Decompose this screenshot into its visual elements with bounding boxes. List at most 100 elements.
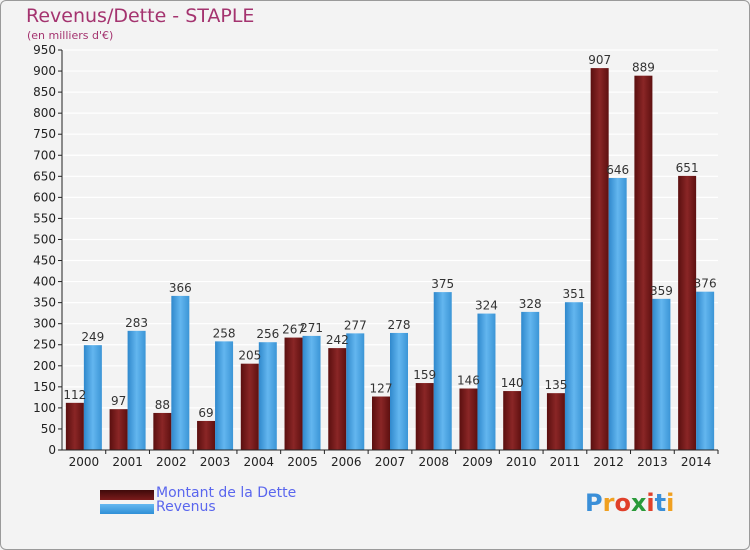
data-label-revenue: 278 <box>388 318 411 332</box>
bar-debt <box>546 393 565 450</box>
data-label-debt: 97 <box>111 394 126 408</box>
data-label-revenue: 376 <box>694 277 717 291</box>
data-label-debt: 242 <box>326 333 349 347</box>
x-tick-label: 2009 <box>462 455 493 469</box>
x-tick-label: 2010 <box>506 455 537 469</box>
bar-revenue <box>608 178 627 450</box>
bar-revenue <box>390 332 408 450</box>
y-tick-label: 400 <box>33 275 56 289</box>
data-label-debt: 159 <box>413 368 436 382</box>
y-tick-label: 650 <box>33 169 56 183</box>
bar-revenue <box>302 335 321 450</box>
data-label-debt: 69 <box>198 406 213 420</box>
y-tick-label: 750 <box>33 127 56 141</box>
data-label-debt: 146 <box>457 374 480 388</box>
bar-debt <box>284 337 303 450</box>
data-label-debt: 140 <box>501 376 524 390</box>
data-label-revenue: 324 <box>475 299 498 313</box>
x-tick-label: 2005 <box>287 455 318 469</box>
y-tick-label: 150 <box>33 380 56 394</box>
data-label-revenue: 646 <box>606 163 629 177</box>
legend-label-debt: Montant de la Dette <box>156 485 297 501</box>
data-label-revenue: 359 <box>650 284 673 298</box>
data-label-debt: 889 <box>632 61 655 75</box>
bar-revenue <box>652 298 671 450</box>
bar-debt <box>634 75 653 451</box>
bar-debt <box>65 402 84 450</box>
x-tick-label: 2003 <box>200 455 231 469</box>
bar-debt <box>197 420 216 450</box>
legend-swatch-debt <box>100 490 154 500</box>
chart-subtitle: (en milliers d'€) <box>27 29 114 42</box>
x-tick-label: 2008 <box>418 455 449 469</box>
bar-revenue <box>521 311 540 450</box>
logo-letter: P <box>585 489 603 517</box>
y-tick-label: 700 <box>33 148 56 162</box>
bar-debt <box>109 409 128 450</box>
x-tick-label: 2014 <box>681 455 712 469</box>
data-label-debt: 651 <box>676 161 699 175</box>
data-label-debt: 88 <box>155 398 170 412</box>
data-label-debt: 135 <box>544 378 567 392</box>
data-label-revenue: 283 <box>125 316 148 330</box>
x-tick-label: 2013 <box>637 455 668 469</box>
data-label-revenue: 366 <box>169 281 192 295</box>
x-tick-label: 2006 <box>331 455 362 469</box>
proxiti-logo: Proxiti <box>585 489 674 517</box>
bar-revenue <box>696 291 715 450</box>
chart-title: Revenus/Dette - STAPLE <box>26 5 255 27</box>
y-tick-label: 300 <box>33 317 56 331</box>
logo-letter: o <box>614 489 631 517</box>
y-tick-label: 50 <box>41 422 56 436</box>
bar-debt <box>153 412 172 450</box>
bar-debt <box>415 383 434 450</box>
y-tick-label: 800 <box>33 106 56 120</box>
y-tick-label: 350 <box>33 296 56 310</box>
bar-debt <box>372 396 390 450</box>
x-tick-label: 2007 <box>375 455 406 469</box>
data-label-revenue: 256 <box>256 327 279 341</box>
logo-letter: t <box>654 489 667 517</box>
x-tick-label: 2002 <box>156 455 187 469</box>
y-tick-label: 550 <box>33 211 56 225</box>
x-tick-label: 2000 <box>69 455 100 469</box>
bar-debt <box>503 391 522 450</box>
bar-revenue <box>171 295 190 450</box>
y-tick-label: 600 <box>33 190 56 204</box>
bar-debt <box>590 68 609 451</box>
x-tick-label: 2001 <box>112 455 143 469</box>
bar-revenue <box>83 345 102 450</box>
bar-revenue <box>346 333 365 450</box>
bar-debt <box>678 175 697 451</box>
x-tick-label: 2012 <box>593 455 624 469</box>
bar-revenue <box>564 302 583 450</box>
data-label-revenue: 277 <box>344 318 367 332</box>
bar-revenue <box>477 313 496 450</box>
bar-revenue <box>258 342 277 450</box>
y-tick-label: 850 <box>33 85 56 99</box>
data-label-revenue: 271 <box>300 321 323 335</box>
data-label-debt: 127 <box>370 382 393 396</box>
x-tick-label: 2004 <box>244 455 275 469</box>
data-label-revenue: 375 <box>431 277 454 291</box>
bar-revenue <box>127 330 146 450</box>
logo-letter: x <box>630 489 647 517</box>
bar-debt <box>459 388 478 450</box>
y-tick-label: 900 <box>33 64 56 78</box>
data-label-revenue: 351 <box>562 287 585 301</box>
data-label-revenue: 258 <box>213 326 236 340</box>
data-label-revenue: 328 <box>519 297 542 311</box>
bar-debt <box>240 363 259 450</box>
y-tick-label: 250 <box>33 338 56 352</box>
y-tick-label: 200 <box>33 359 56 373</box>
y-tick-label: 950 <box>33 43 56 57</box>
logo-letter: i <box>666 489 675 517</box>
logo-letter: r <box>602 489 615 517</box>
bar-revenue <box>433 292 452 450</box>
y-tick-label: 0 <box>48 443 56 457</box>
legend-swatch-revenue <box>100 504 154 514</box>
y-tick-label: 100 <box>33 401 56 415</box>
data-label-debt: 907 <box>588 53 611 67</box>
data-label-debt: 205 <box>238 349 261 363</box>
